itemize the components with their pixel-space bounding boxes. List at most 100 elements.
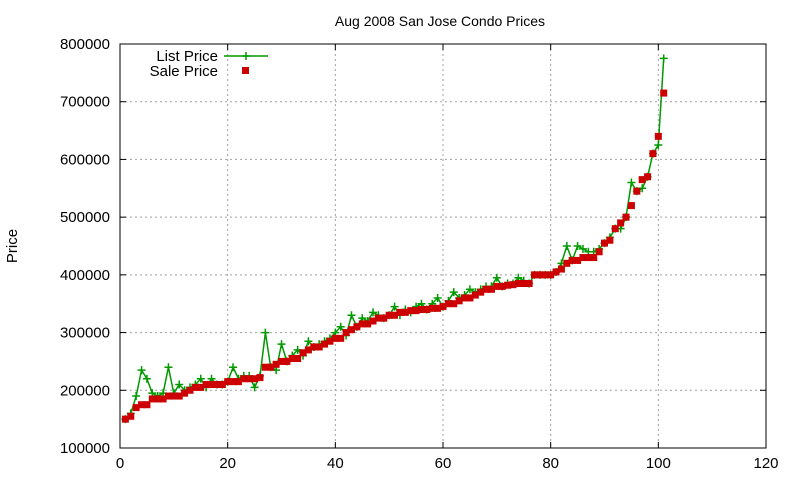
y-tick-label: 500000	[60, 209, 110, 226]
sale-price-point	[412, 307, 420, 315]
sale-price-point	[579, 254, 587, 262]
sale-price-point	[396, 308, 404, 316]
chart-title: Aug 2008 San Jose Condo Prices	[335, 13, 545, 29]
sale-price-point	[331, 334, 339, 342]
sale-price-point	[175, 392, 183, 400]
x-tick-label: 120	[753, 455, 778, 472]
legend-marker-list-price	[242, 52, 250, 60]
sale-price-point	[326, 337, 334, 345]
y-tick-label: 400000	[60, 267, 110, 284]
sale-price-point	[121, 415, 129, 423]
sale-price-point	[649, 150, 657, 158]
sale-price-point	[444, 300, 452, 308]
list-price-point	[433, 293, 442, 302]
sale-price-point	[584, 254, 592, 262]
sale-price-point	[294, 355, 302, 363]
list-price-point	[250, 383, 259, 392]
sale-price-point	[337, 334, 345, 342]
list-price-point	[627, 178, 636, 187]
list-price-point	[336, 322, 345, 331]
sale-price-point	[154, 395, 162, 403]
sale-price-point	[218, 381, 226, 389]
sale-price-point	[245, 375, 253, 383]
list-price-point	[142, 374, 151, 383]
x-tick-label: 0	[116, 455, 124, 472]
sale-price-point	[148, 395, 156, 403]
sale-price-point	[138, 401, 146, 409]
sale-price-point	[520, 280, 528, 288]
sale-price-point	[342, 329, 350, 337]
sale-price-point	[353, 323, 361, 331]
list-price-point	[654, 141, 663, 149]
sale-price-point	[229, 378, 237, 386]
sale-price-point	[434, 304, 442, 312]
sale-price-point	[660, 89, 668, 97]
list-price-point	[369, 308, 378, 317]
sale-price-point	[385, 311, 393, 319]
sale-price-point	[181, 389, 189, 397]
y-axis-label: Price	[4, 229, 21, 263]
list-price-point	[175, 380, 184, 389]
sale-price-point	[509, 281, 517, 289]
sale-price-point	[401, 308, 409, 316]
list-price-point	[132, 392, 141, 401]
legend-label-list-price: List Price	[156, 48, 218, 65]
sale-price-point	[407, 307, 415, 315]
sale-price-point	[525, 280, 533, 288]
sale-price-point	[455, 297, 463, 305]
sale-price-point	[310, 343, 318, 351]
sale-price-point	[423, 305, 431, 313]
sale-price-point	[471, 291, 479, 299]
list-price-point	[196, 374, 205, 383]
sale-price-point	[601, 239, 608, 247]
sale-price-point	[482, 285, 490, 293]
sale-price-point	[638, 176, 646, 184]
sale-price-point	[477, 288, 485, 296]
axis-ticks: 0 20 40 60 80 100 120 100000 200000 300000 400000 5…	[60, 36, 779, 472]
sale-price-point	[563, 259, 571, 267]
sale-price-point	[170, 392, 178, 400]
list-price-point	[449, 288, 458, 297]
sale-price-point	[504, 281, 512, 289]
y-tick-label: 700000	[60, 94, 110, 111]
sale-price-point	[391, 311, 399, 319]
x-tick-label: 60	[435, 455, 452, 472]
sale-price-point	[358, 320, 366, 328]
sale-price-point	[132, 404, 140, 412]
list-price-point	[229, 363, 238, 372]
sale-price-point	[369, 317, 377, 325]
sale-price-point	[541, 271, 549, 279]
sale-price-point	[611, 225, 619, 233]
sale-price-point	[439, 303, 447, 311]
y-tick-label: 800000	[60, 36, 110, 53]
sale-price-point	[595, 248, 603, 256]
sale-price-point	[574, 256, 582, 264]
sale-price-point	[428, 304, 436, 312]
sale-price-point	[466, 294, 474, 302]
sale-price-point	[644, 173, 652, 181]
sale-price-point	[213, 381, 221, 389]
sale-price-point	[498, 282, 506, 290]
sale-price-point	[633, 187, 641, 195]
sale-price-point	[197, 383, 205, 391]
sale-price-point	[568, 256, 576, 264]
legend: List Price Sale Price	[150, 48, 268, 80]
sale-price-point	[208, 381, 216, 389]
sale-price-point	[654, 132, 662, 140]
sale-price-point	[251, 375, 259, 383]
sale-price-point	[234, 378, 242, 386]
sale-price-point	[283, 357, 291, 365]
sale-price-point	[627, 202, 635, 210]
list-price-point	[659, 54, 668, 63]
sale-price-point	[272, 360, 280, 368]
y-tick-label: 200000	[60, 382, 110, 399]
sale-price-point	[606, 236, 614, 244]
sale-price-point	[159, 395, 167, 403]
list-price-point	[390, 302, 399, 311]
y-tick-label: 600000	[60, 151, 110, 168]
list-price-point	[492, 273, 501, 282]
sale-price-point	[557, 265, 565, 273]
sale-price-point	[321, 340, 329, 348]
plot-area	[121, 54, 668, 424]
sale-price-point	[304, 346, 312, 354]
